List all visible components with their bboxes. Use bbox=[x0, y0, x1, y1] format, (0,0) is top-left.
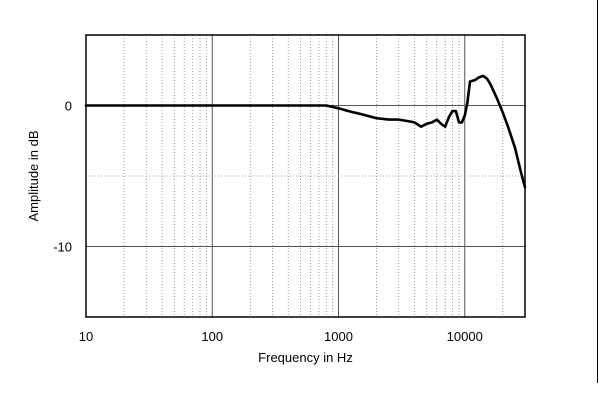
grid bbox=[86, 35, 525, 317]
x-tick-label: 1000 bbox=[324, 329, 353, 344]
tick-labels: 10 100 1000 10000 0 -10 bbox=[53, 99, 483, 345]
plot-frame bbox=[85, 34, 526, 318]
y-tick-label: -10 bbox=[53, 240, 72, 255]
y-tick-label: 0 bbox=[65, 99, 72, 114]
x-axis-label: Frequency in Hz bbox=[258, 350, 353, 365]
right-edge-rule bbox=[597, 0, 598, 383]
response-curve bbox=[84, 74, 527, 189]
series-layer bbox=[84, 74, 527, 189]
y-axis-label: Amplitude in dB bbox=[26, 130, 41, 221]
x-tick-label: 100 bbox=[201, 329, 223, 344]
x-tick-label: 10000 bbox=[447, 329, 483, 344]
x-tick-label: 10 bbox=[79, 329, 93, 344]
